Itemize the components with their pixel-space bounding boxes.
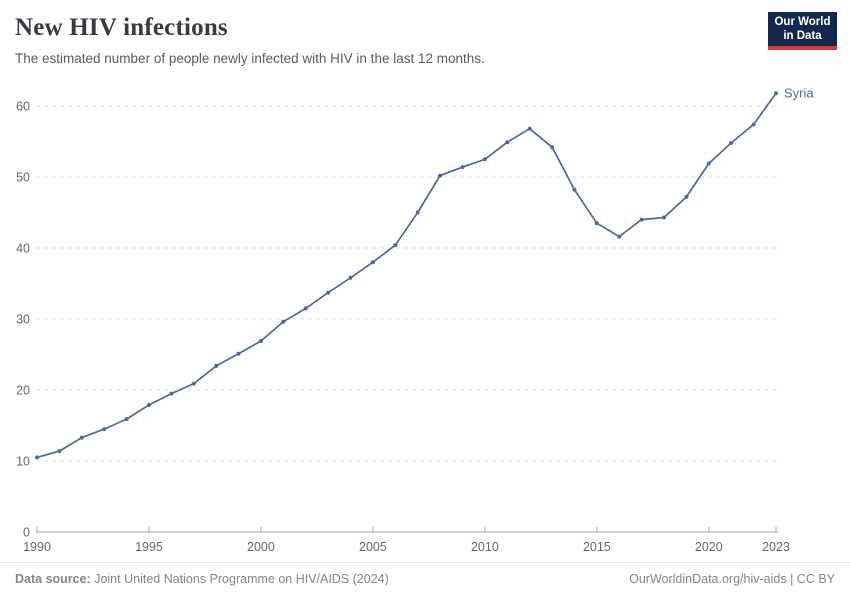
x-tick-label: 2015 xyxy=(583,540,611,554)
y-tick-label: 60 xyxy=(16,100,30,114)
data-point-marker[interactable] xyxy=(214,363,219,368)
data-point-marker[interactable] xyxy=(169,391,174,396)
data-point-marker[interactable] xyxy=(57,449,62,454)
data-point-marker[interactable] xyxy=(706,161,711,166)
data-point-marker[interactable] xyxy=(147,402,151,407)
data-point-marker[interactable] xyxy=(258,339,263,343)
data-point-marker[interactable] xyxy=(124,417,129,422)
chart-footer: Data source: Joint United Nations Progra… xyxy=(0,562,850,600)
data-point-marker[interactable] xyxy=(281,319,286,324)
x-tick-label: 2020 xyxy=(695,540,723,554)
data-point-marker[interactable] xyxy=(527,126,532,131)
data-point-marker[interactable] xyxy=(370,260,375,265)
data-point-marker[interactable] xyxy=(415,210,420,215)
data-point-marker[interactable] xyxy=(191,381,196,386)
x-tick-label: 2010 xyxy=(471,540,499,554)
data-point-marker[interactable] xyxy=(460,165,465,170)
data-point-marker[interactable] xyxy=(79,435,84,440)
y-tick-label: 30 xyxy=(16,313,30,327)
data-point-marker[interactable] xyxy=(236,351,241,356)
x-tick-label: 1990 xyxy=(23,540,51,554)
y-tick-label: 50 xyxy=(16,171,30,185)
data-point-marker[interactable] xyxy=(35,455,39,460)
x-tick-label: 2005 xyxy=(359,540,387,554)
data-point-marker[interactable] xyxy=(774,91,778,96)
data-point-marker[interactable] xyxy=(482,157,487,162)
y-tick-label: 0 xyxy=(23,526,30,540)
owid-logo-line2: in Data xyxy=(783,30,822,42)
series-end-label[interactable]: Syria xyxy=(784,86,814,101)
data-point-marker[interactable] xyxy=(729,140,734,145)
footer-license-link[interactable]: OurWorldinData.org/hiv-aids | CC BY xyxy=(629,572,835,586)
data-point-marker[interactable] xyxy=(438,173,443,178)
data-point-marker[interactable] xyxy=(662,215,666,220)
line-chart: 0 10 20 30 40 50 60 1990 1995 2000 2005 2010 2015 202… xyxy=(16,86,814,554)
owid-logo[interactable]: Our World in Data xyxy=(768,12,837,50)
owid-logo-line1: Our World xyxy=(774,15,831,28)
y-tick-label: 40 xyxy=(16,242,30,256)
data-point-marker[interactable] xyxy=(572,187,577,192)
data-point-marker[interactable] xyxy=(639,217,644,222)
data-point-marker[interactable] xyxy=(617,234,622,239)
data-point-marker[interactable] xyxy=(348,275,353,280)
data-point-marker[interactable] xyxy=(550,145,555,150)
x-tick-label: 1995 xyxy=(135,540,163,554)
data-source-label: Data source: xyxy=(15,572,91,586)
data-point-marker[interactable] xyxy=(594,221,599,226)
page-title: New HIV infections xyxy=(15,14,228,41)
data-point-marker[interactable] xyxy=(505,140,510,145)
y-tick-label: 10 xyxy=(16,455,30,469)
y-tick-label: 20 xyxy=(16,384,30,398)
data-point-marker[interactable] xyxy=(393,243,398,248)
data-source-text: Joint United Nations Programme on HIV/AI… xyxy=(90,572,389,586)
x-tick-label: 2000 xyxy=(247,540,275,554)
chart-subtitle: The estimated number of people newly inf… xyxy=(15,51,485,66)
x-tick-label: 2023 xyxy=(762,540,790,554)
data-point-marker[interactable] xyxy=(684,194,689,199)
series-line xyxy=(36,92,777,459)
data-point-marker[interactable] xyxy=(303,306,308,311)
data-point-marker[interactable] xyxy=(751,122,756,127)
data-point-marker[interactable] xyxy=(326,290,331,295)
data-source-note: Data source: Joint United Nations Progra… xyxy=(15,572,389,600)
data-point-marker[interactable] xyxy=(102,427,107,432)
